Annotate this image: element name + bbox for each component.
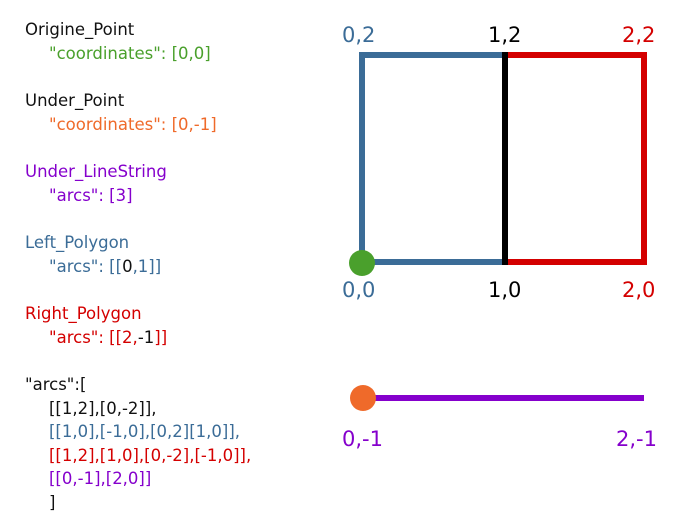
label-2-0: 2,0 xyxy=(622,278,655,302)
label-0-2: 0,2 xyxy=(342,23,375,47)
label-2-2: 2,2 xyxy=(622,23,655,47)
label-2-m1: 2,-1 xyxy=(616,427,657,451)
label-0-0: 0,0 xyxy=(342,278,375,302)
label-0-m1: 0,-1 xyxy=(342,427,383,451)
label-1-0: 1,0 xyxy=(488,278,521,302)
under-point-marker xyxy=(350,385,376,411)
origine-point-marker xyxy=(349,250,375,276)
left-polygon-arc xyxy=(362,55,505,262)
label-1-2: 1,2 xyxy=(488,23,521,47)
right-polygon-arc xyxy=(505,55,644,262)
